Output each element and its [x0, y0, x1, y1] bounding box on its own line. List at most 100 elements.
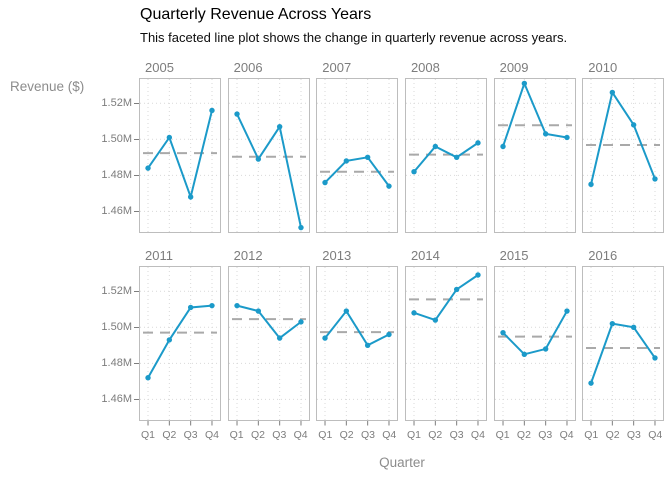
x-tick-label: Q1 [406, 429, 421, 441]
x-tick-label: Q1 [495, 429, 510, 441]
data-point [255, 156, 261, 162]
y-tick-label: 1.52M [101, 97, 132, 110]
revenue-line [147, 110, 213, 201]
x-tick-label: Q3 [449, 429, 464, 441]
data-point [276, 123, 283, 130]
data-point [209, 302, 215, 309]
x-tick-label: Q4 [382, 429, 397, 441]
data-point [322, 335, 329, 341]
data-point [475, 140, 481, 146]
facet-year-label: 2012 [233, 248, 263, 263]
data-point [521, 80, 527, 87]
revenue-line [501, 80, 567, 147]
y-tick-label: 1.48M [101, 169, 132, 182]
data-point [563, 134, 570, 141]
facet-panel-2016 [582, 266, 665, 426]
data-point [365, 342, 371, 349]
x-tick-label: Q3 [360, 429, 375, 441]
facet-year-label: 2009 [499, 60, 529, 75]
data-point [609, 89, 616, 96]
chart-subtitle: This faceted line plot shows the change … [140, 30, 568, 45]
panel-border [227, 266, 310, 421]
data-point [609, 320, 616, 327]
data-point [453, 286, 460, 293]
revenue-line [236, 304, 302, 340]
data-point [432, 317, 438, 323]
facet-panel-2015 [493, 266, 576, 426]
data-point [631, 122, 637, 128]
facet-year-label: 2010 [588, 60, 618, 75]
data-point [145, 165, 151, 171]
data-point [499, 329, 506, 336]
facet-panel-2010 [582, 78, 665, 233]
data-point [145, 375, 151, 381]
x-tick-label: Q2 [339, 429, 354, 441]
facet-panel-2008 [404, 78, 487, 233]
x-tick-label: Q1 [584, 429, 599, 441]
revenue-line [413, 142, 479, 173]
data-point [563, 308, 570, 314]
panel-border [227, 78, 310, 233]
revenue-line [324, 156, 391, 187]
x-tick-label: Q3 [626, 429, 641, 441]
data-point [255, 308, 261, 314]
x-tick-label: Q3 [183, 429, 198, 441]
x-tick-label: Q2 [428, 429, 443, 441]
facet-year-label: 2011 [145, 248, 173, 263]
x-tick-label: Q4 [204, 429, 219, 441]
revenue-line [324, 309, 390, 347]
x-tick-label: Q2 [516, 429, 531, 441]
data-point [386, 183, 392, 189]
panel-border [139, 78, 221, 233]
data-point [542, 131, 548, 137]
x-tick-label: Q3 [538, 429, 553, 441]
y-tick-label: 1.46M [101, 393, 132, 406]
y-tick-label: 1.46M [101, 205, 132, 218]
revenue-line [590, 322, 657, 384]
x-tick-label: Q4 [559, 429, 574, 441]
y-tick-label: 1.50M [101, 133, 132, 146]
y-tick-mark [134, 211, 139, 213]
y-tick-label: 1.50M [101, 321, 132, 334]
panel-border [493, 266, 576, 421]
y-tick-mark [134, 399, 139, 401]
facet-panel-2014 [404, 266, 487, 426]
data-point [322, 179, 329, 186]
data-point [233, 302, 240, 309]
y-tick-mark [134, 291, 139, 293]
data-point [386, 331, 392, 338]
data-point [588, 380, 594, 386]
data-point [542, 346, 548, 352]
data-point [411, 169, 417, 175]
panel-border [582, 78, 665, 233]
y-axis-title: Revenue ($) [10, 79, 85, 94]
panel-border [316, 78, 399, 233]
y-tick-label: 1.52M [101, 285, 132, 298]
panel-border [582, 266, 665, 421]
data-point [187, 194, 194, 200]
x-tick-label: Q1 [229, 429, 244, 441]
facet-year-label: 2016 [588, 248, 618, 263]
data-point [343, 308, 350, 314]
data-point [343, 158, 350, 164]
data-point [432, 143, 438, 150]
data-point [297, 224, 304, 231]
y-tick-mark [134, 327, 139, 329]
data-point [365, 154, 371, 161]
data-point [233, 111, 240, 117]
data-point [166, 134, 173, 141]
data-point [411, 310, 417, 316]
facet-panel-2006 [227, 78, 310, 233]
y-tick-mark [134, 103, 139, 105]
data-point [521, 351, 527, 358]
revenue-line [501, 310, 568, 356]
data-point [475, 272, 481, 278]
y-tick-mark [134, 175, 139, 177]
data-point [166, 337, 173, 343]
facet-year-label: 2013 [322, 248, 352, 263]
revenue-line [147, 304, 213, 379]
chart-title: Quarterly Revenue Across Years [140, 6, 372, 23]
revenue-line [413, 274, 479, 322]
revenue-line [590, 89, 657, 185]
panel-border [404, 266, 487, 421]
